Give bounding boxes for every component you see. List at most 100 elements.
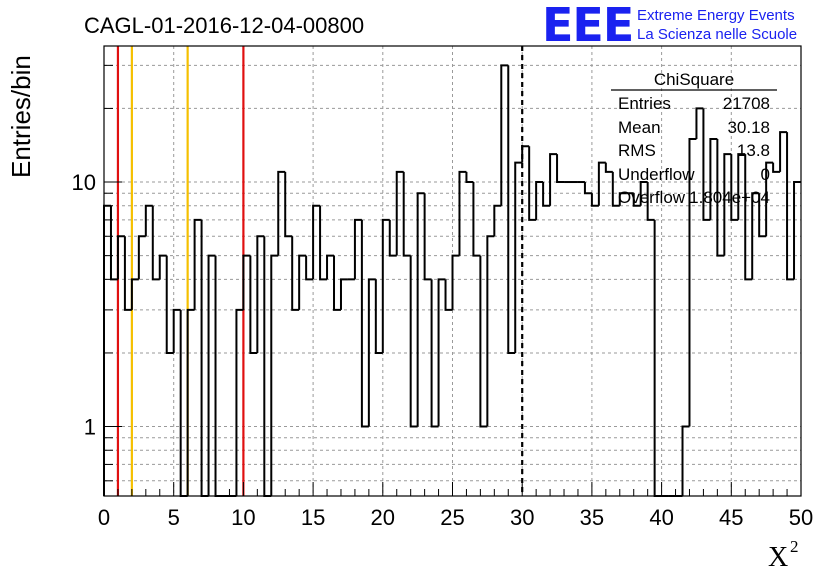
x-tick-label: 50 <box>789 505 813 530</box>
x-tick-label: 45 <box>719 505 743 530</box>
stats-value-mean: 30.18 <box>727 118 770 137</box>
histogram-bin <box>423 193 432 281</box>
histogram-bin <box>451 254 460 310</box>
histogram-bin <box>402 171 411 257</box>
logo-line-2: La Scienza nelle Scuole <box>637 26 797 43</box>
histogram-bin <box>611 171 620 207</box>
histogram-bin <box>514 161 523 353</box>
histogram-bin <box>765 161 774 237</box>
histogram-bin <box>165 255 174 354</box>
stats-value-overflow: 1.804e+04 <box>689 188 770 207</box>
histogram-bin <box>305 255 314 281</box>
histogram-bin <box>458 170 467 256</box>
histogram-bin <box>326 254 335 280</box>
histogram-bin <box>583 182 592 195</box>
histogram-bin <box>291 236 300 311</box>
histogram-bin <box>235 308 244 496</box>
histogram-bin <box>653 219 662 497</box>
stats-label-underflow: Underflow <box>618 165 695 184</box>
histogram-bin <box>590 193 599 207</box>
histogram-bin <box>751 192 760 280</box>
histogram-bin <box>709 137 718 220</box>
histogram-bin <box>716 138 725 257</box>
histogram-bin <box>151 205 160 281</box>
histogram-bin <box>688 137 697 427</box>
histogram-bin <box>542 182 551 207</box>
y-axis-label: Entries/bin <box>6 55 36 178</box>
stats-label-rms: RMS <box>618 141 656 160</box>
histogram-bin <box>465 171 474 184</box>
histogram-bin <box>737 153 746 220</box>
histogram-bin <box>193 218 202 310</box>
histogram-bin <box>360 219 369 428</box>
histogram-bin <box>702 108 711 221</box>
histogram-bin <box>284 171 293 238</box>
histogram-bin <box>374 279 383 354</box>
histogram-bin <box>137 235 146 280</box>
stats-value-underflow: 0 <box>761 165 770 184</box>
histogram-bin <box>353 218 362 280</box>
histogram-bin <box>270 254 279 496</box>
histogram-bin <box>381 218 390 353</box>
histogram-bin <box>758 193 767 238</box>
histogram-bin <box>388 219 397 257</box>
histogram-bin <box>486 235 495 427</box>
histogram-bin <box>430 279 439 428</box>
histogram-bin <box>772 162 781 173</box>
histogram-bin <box>333 255 341 311</box>
histogram-bin <box>298 254 307 310</box>
x-axis-label: X 2 <box>768 537 799 572</box>
histogram-bin <box>103 204 111 496</box>
stats-title: ChiSquare <box>654 70 734 89</box>
x-tick-label: 0 <box>98 505 110 530</box>
histogram-bin <box>535 181 544 220</box>
histogram-bin <box>786 132 795 281</box>
histogram-bin <box>604 162 613 173</box>
histogram-bin <box>556 154 565 184</box>
histogram-bin <box>395 170 404 256</box>
y-tick-label: 10 <box>72 170 96 195</box>
histogram-bin <box>130 278 139 310</box>
histogram-bin <box>597 161 606 206</box>
x-tick-label: 5 <box>168 505 180 530</box>
histogram-bin <box>123 236 132 311</box>
x-axis-label-base: X <box>768 542 788 572</box>
histogram-bin <box>793 181 801 280</box>
histogram-bin <box>319 205 328 281</box>
histogram-bin <box>472 182 481 257</box>
histogram-bin <box>681 425 690 496</box>
histogram-bin <box>256 235 265 353</box>
histogram-bin <box>277 170 286 256</box>
histogram-bin <box>549 153 558 206</box>
chart-title: CAGL-01-2016-12-04-00800 <box>84 13 364 38</box>
histogram-bin <box>632 193 641 207</box>
stats-value-rms: 13.8 <box>737 141 770 160</box>
histogram-bin <box>200 219 209 497</box>
histogram-bin <box>207 254 216 496</box>
histogram-bin <box>779 131 788 172</box>
histogram-bin <box>528 146 537 221</box>
histogram-bin <box>116 235 125 280</box>
stats-box: ChiSquare Entries 21708 Mean 30.18 RMS 1… <box>611 70 777 207</box>
histogram-bin <box>730 154 739 221</box>
x-tick-label: 35 <box>580 505 604 530</box>
histogram-bin <box>416 192 425 427</box>
histogram-bin <box>186 308 195 496</box>
stats-value-entries: 21708 <box>723 94 770 113</box>
histogram-bin <box>214 255 223 497</box>
stats-label-overflow: Overflow <box>618 188 686 207</box>
eee-logo: EEE Extreme Energy Events La Scienza nel… <box>542 0 797 52</box>
histogram-bin <box>409 255 418 428</box>
histogram-bin <box>695 107 704 139</box>
x-tick-label: 30 <box>510 505 534 530</box>
x-tick-label: 15 <box>301 505 325 530</box>
histogram-bin <box>500 64 509 206</box>
logo-mark: EEE <box>542 0 633 52</box>
histogram-bin <box>263 236 272 497</box>
x-tick-label: 10 <box>231 505 255 530</box>
y-tick-label: 1 <box>84 415 96 440</box>
axis-ticks: 0 5 10 15 20 25 30 35 40 45 50 1 10 <box>72 64 813 530</box>
histogram-bin <box>249 255 258 354</box>
x-axis-label-superscript: 2 <box>790 537 799 556</box>
histogram-bin <box>493 204 502 237</box>
